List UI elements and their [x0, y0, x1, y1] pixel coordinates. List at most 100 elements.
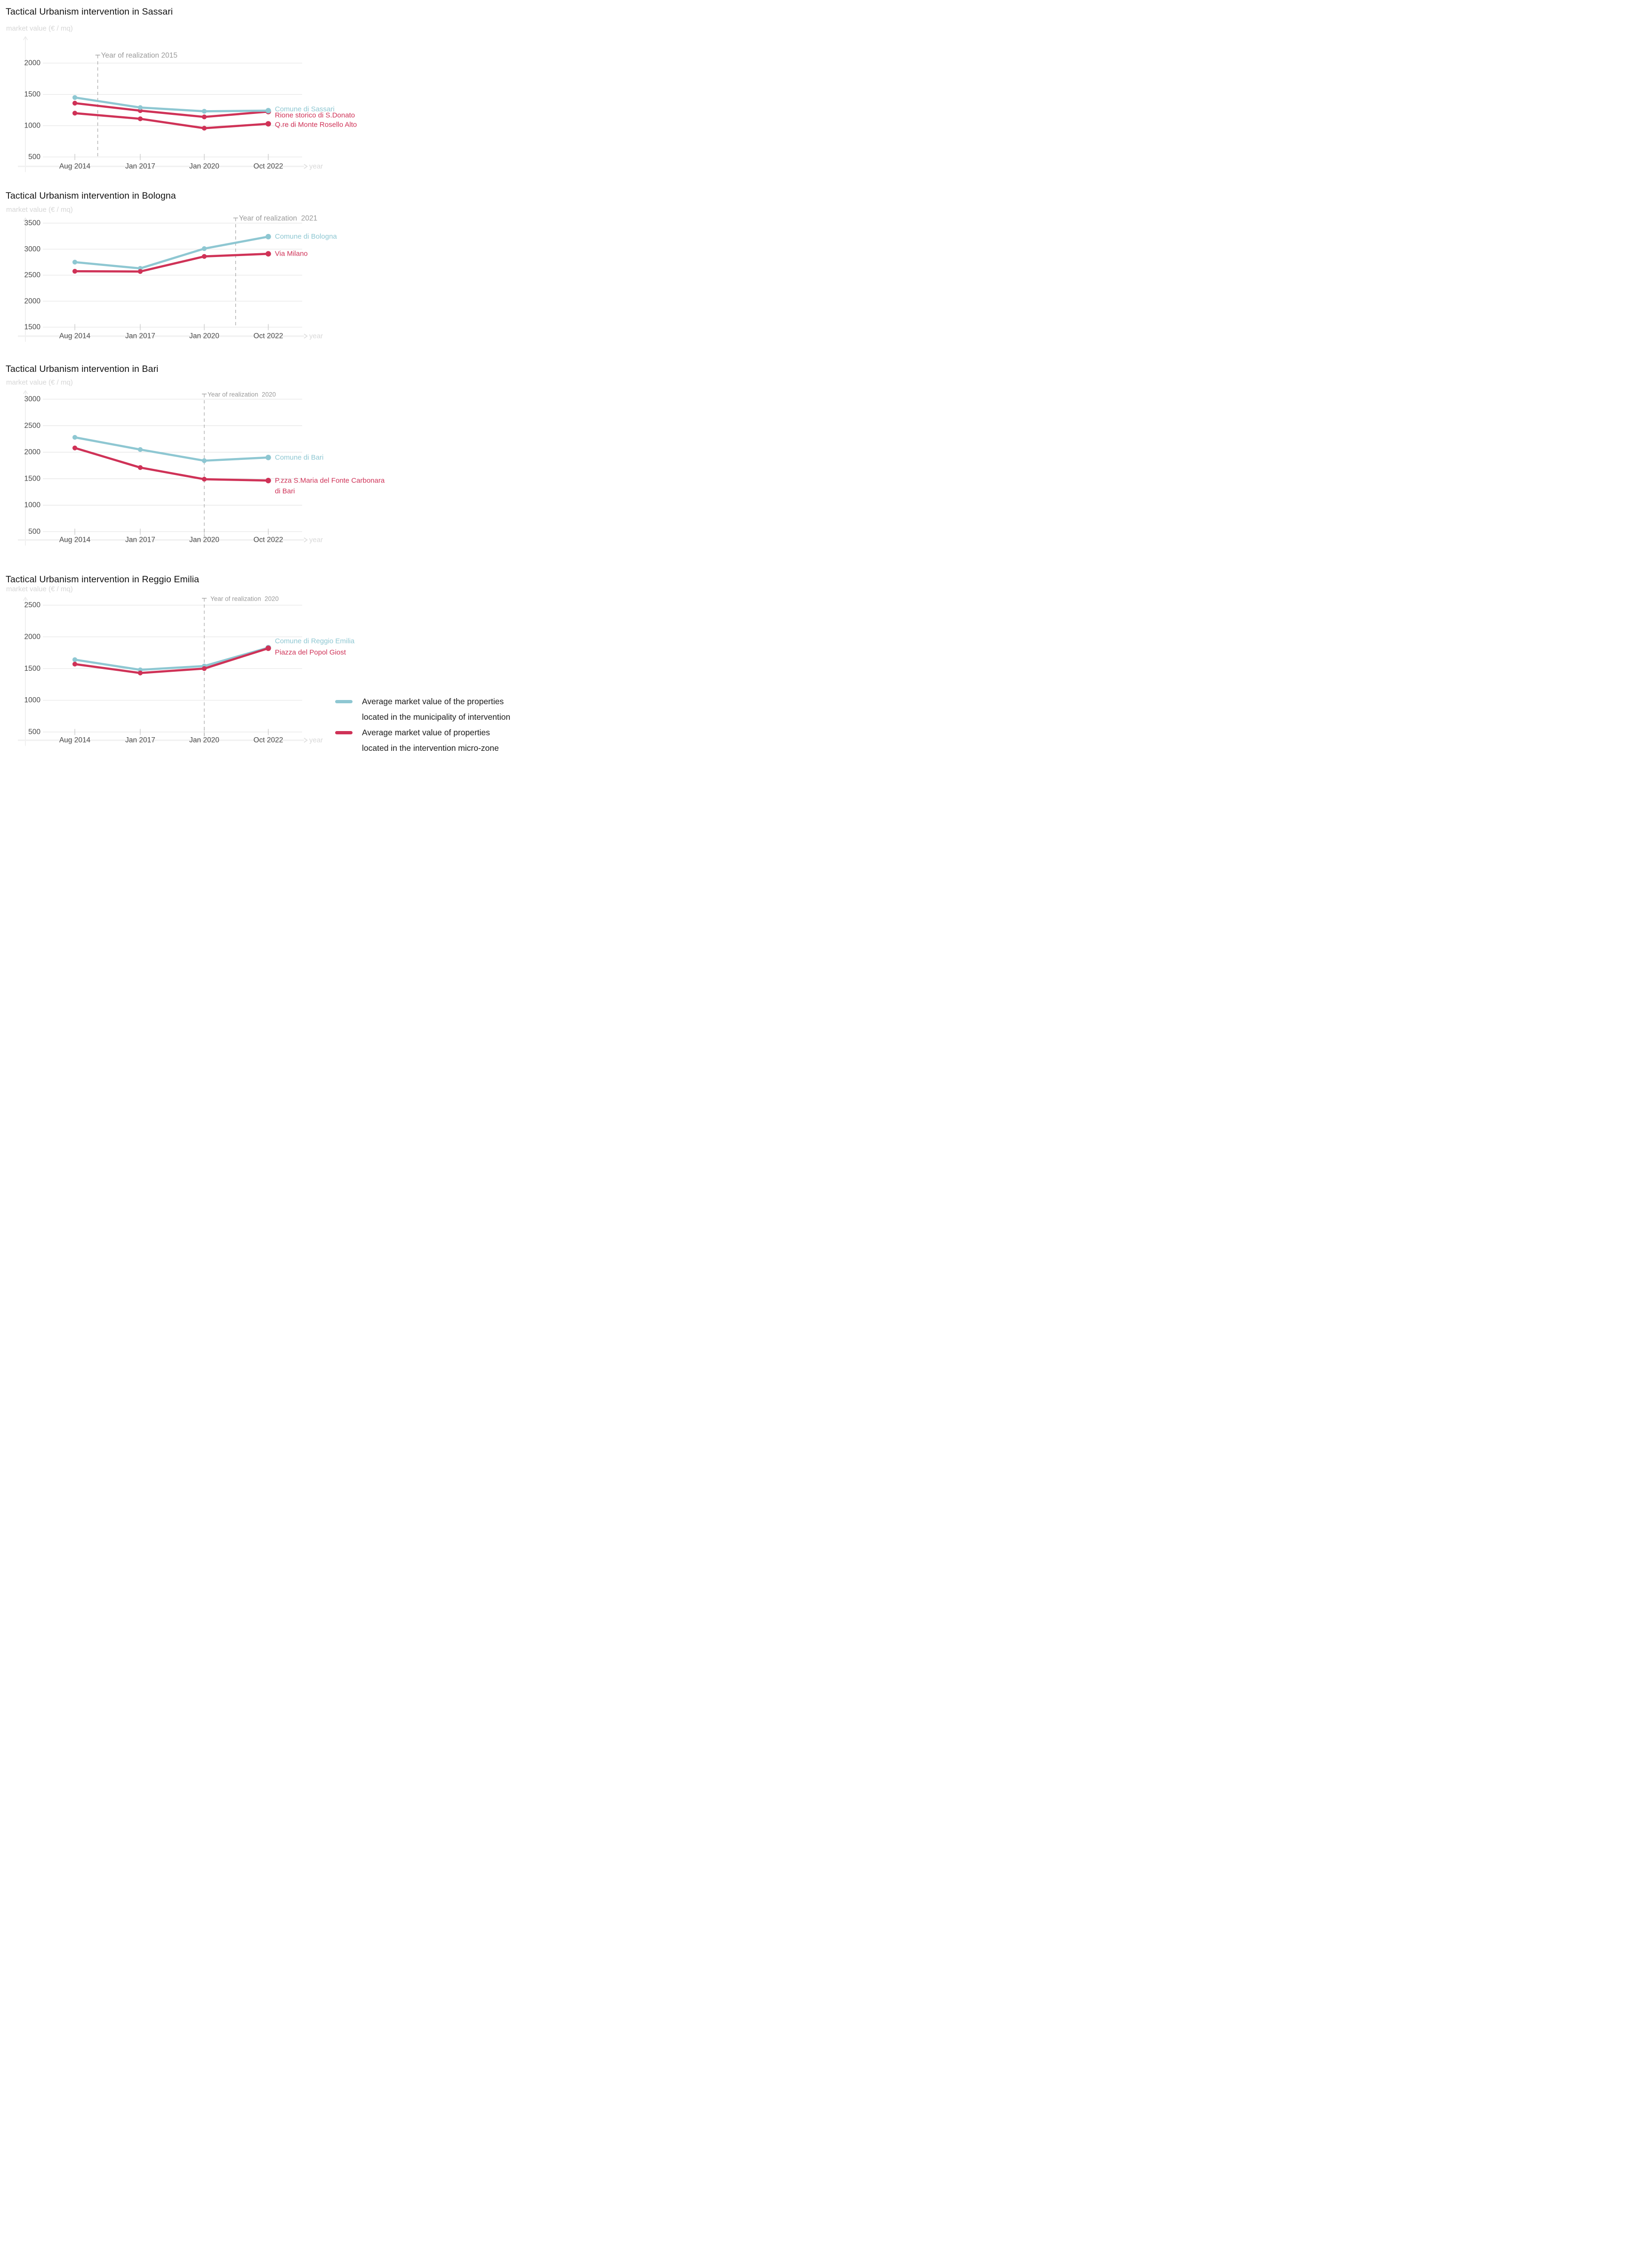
x-axis-title: year: [309, 536, 323, 544]
legend-label-line: Average market value of properties: [362, 728, 490, 737]
x-tick-label: Oct 2022: [254, 332, 283, 340]
x-axis-arrow-icon: [304, 738, 308, 743]
y-tick-label: 1500: [24, 475, 41, 483]
data-point: [72, 95, 78, 100]
series-label: P.zza S.Maria del Fonte Carbonara: [275, 476, 385, 484]
legend: Average market value of the properties l…: [335, 694, 542, 756]
y-axis-label: market value (€ / mq): [6, 585, 73, 593]
charts-canvas: 2000 1500 1000 500 year Aug 2014 Jan 2017 Jan 2…: [18, 36, 385, 746]
realization-label: Year of realization 2020: [208, 391, 276, 398]
y-axis-label: market value (€ / mq): [6, 378, 73, 386]
y-axis-label: market value (€ / mq): [6, 206, 73, 214]
series-label: Comune di Sassari: [275, 105, 335, 113]
y-tick-label: 1000: [24, 122, 41, 130]
data-point: [72, 434, 78, 440]
series-label: Piazza del Popol Giost: [275, 649, 346, 657]
y-tick-label: 3000: [24, 395, 41, 403]
microzone-line-swatch-icon: [335, 731, 353, 734]
data-point: [201, 114, 207, 120]
series-line: [73, 235, 270, 270]
chart-title-bari: Tactical Urbanism intervention in Bari: [6, 364, 159, 374]
x-tick-label: Aug 2014: [59, 332, 91, 340]
series-label: Comune di Reggio Emilia: [275, 637, 355, 645]
series-line: [73, 436, 270, 462]
realization-label: Year of realization 2021: [239, 215, 318, 223]
chart-title-bologna: Tactical Urbanism intervention in Bologn…: [6, 191, 176, 201]
data-point: [72, 661, 78, 667]
series-label: Comune di Bari: [275, 453, 323, 461]
legend-label: Average market value of the properties l…: [362, 694, 510, 725]
data-point: [201, 476, 207, 482]
data-point: [137, 447, 143, 452]
series-label: Q.re di Monte Rosello Alto: [275, 121, 357, 129]
data-point: [201, 126, 207, 131]
y-tick-label: 500: [28, 528, 40, 536]
x-tick-label: Jan 2020: [189, 736, 219, 744]
y-tick-label: 500: [28, 153, 40, 161]
legend-label: Average market value of properties locat…: [362, 725, 499, 756]
x-tick-label: Jan 2017: [125, 332, 155, 340]
x-axis-arrow-icon: [304, 164, 308, 169]
chart-title-reggio-emilia: Tactical Urbanism intervention in Reggio…: [6, 574, 200, 585]
y-tick-label: 2500: [24, 422, 41, 430]
data-point: [137, 269, 143, 274]
series-line: [73, 252, 270, 273]
y-axis-label: market value (€ / mq): [6, 24, 73, 32]
x-axis-title: year: [309, 162, 323, 170]
y-tick-label: 2000: [24, 297, 41, 305]
data-point: [265, 478, 271, 483]
x-tick-label: Aug 2014: [59, 536, 91, 544]
legend-label-line: located in the intervention micro-zone: [362, 743, 499, 753]
legend-label-line: Average market value of the properties: [362, 697, 504, 706]
data-point: [201, 666, 207, 671]
y-tick-label: 2000: [24, 448, 41, 456]
y-tick-label: 2500: [24, 271, 41, 279]
chart-title-sassari: Tactical Urbanism intervention in Sassar…: [6, 7, 173, 17]
x-tick-label: Aug 2014: [59, 736, 91, 744]
data-point: [72, 445, 78, 450]
y-tick-label: 3500: [24, 219, 41, 227]
y-axis-arrow-icon: [23, 596, 28, 601]
data-point: [201, 458, 207, 463]
y-tick-label: 1500: [24, 665, 41, 673]
x-axis-title: year: [309, 332, 323, 340]
series-label: Comune di Bologna: [275, 233, 337, 241]
y-axis-arrow-icon: [23, 217, 28, 222]
series-label: di Bari: [275, 487, 295, 495]
data-point: [265, 455, 271, 460]
y-tick-label: 2000: [24, 633, 41, 641]
x-tick-label: Jan 2017: [125, 162, 155, 170]
data-point: [72, 101, 78, 106]
y-axis-arrow-icon: [23, 36, 28, 40]
data-point: [201, 254, 207, 259]
series-label: Rione storico di S.Donato: [275, 112, 355, 120]
y-axis-arrow-icon: [23, 390, 28, 394]
y-tick-label: 1000: [24, 501, 41, 509]
x-tick-label: Jan 2020: [189, 332, 219, 340]
data-point: [137, 116, 143, 121]
data-point: [137, 465, 143, 470]
data-point: [265, 233, 271, 240]
y-tick-label: 1500: [24, 323, 41, 331]
x-tick-label: Jan 2020: [189, 536, 219, 544]
data-point: [265, 645, 271, 651]
data-point: [72, 111, 78, 116]
data-point: [72, 259, 78, 265]
data-point: [265, 108, 271, 113]
realization-label: Year of realization 2020: [210, 595, 279, 603]
x-tick-label: Oct 2022: [254, 162, 283, 170]
data-point: [72, 657, 78, 662]
realization-label: Year of realization 2015: [101, 52, 177, 60]
legend-item-municipality: Average market value of the properties l…: [335, 694, 542, 725]
series-label: Via Milano: [275, 250, 308, 258]
legend-label-line: located in the municipality of intervent…: [362, 712, 511, 722]
data-point: [201, 109, 207, 114]
y-tick-label: 500: [28, 728, 40, 736]
x-tick-label: Jan 2017: [125, 736, 155, 744]
series-line: [73, 96, 270, 113]
y-tick-label: 3000: [24, 245, 41, 253]
data-point: [137, 105, 143, 110]
x-tick-label: Aug 2014: [59, 162, 91, 170]
series-line: [73, 447, 270, 482]
series-line: [73, 647, 270, 674]
